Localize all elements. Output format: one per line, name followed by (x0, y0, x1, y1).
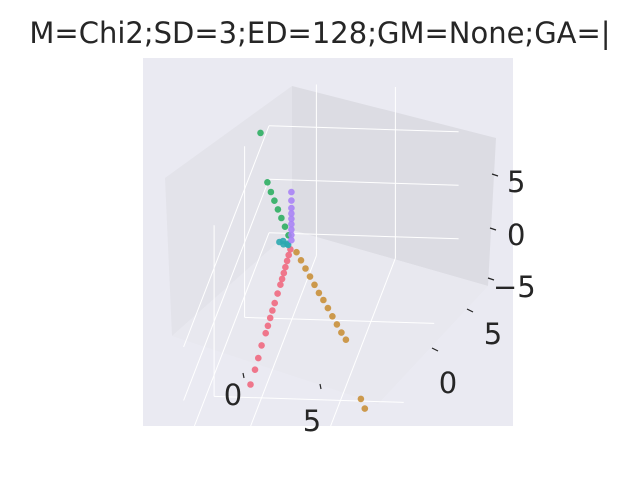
scatter-point (283, 257, 291, 265)
scatter-point (324, 304, 332, 312)
grid-line-z-back (268, 125, 459, 133)
scatter-point (264, 179, 271, 186)
grid-lines (183, 84, 459, 480)
scatter-point (251, 366, 259, 374)
scatter-point (288, 226, 295, 233)
z-tick-mark-neg5 (487, 277, 495, 281)
scatter-point (276, 238, 283, 246)
scatter-point (264, 322, 272, 330)
scatter-point (293, 248, 300, 256)
grid-line-z-back (268, 232, 459, 240)
scatter-points (247, 129, 369, 412)
scatter-point (274, 206, 282, 213)
y-tick-label-5: 5 (484, 317, 502, 351)
z-tick-label-neg5: −5 (493, 270, 536, 304)
grid-line-z-back (268, 178, 459, 186)
y-tick-label-0: 0 (439, 366, 457, 400)
scatter-point (361, 405, 369, 412)
scatter-point (288, 204, 295, 212)
x-tick-mark-0 (242, 372, 245, 379)
scatter-point (297, 257, 305, 264)
back-pane-right (292, 86, 496, 286)
scatter-point (288, 215, 295, 223)
scatter-point (278, 214, 285, 222)
scatter-point (315, 289, 323, 297)
scatter-point (262, 329, 270, 337)
scatter-point (285, 251, 293, 259)
scatter-point (254, 354, 262, 362)
scatter-point (288, 188, 295, 196)
scatter-point (257, 129, 264, 137)
scatter-point (284, 241, 292, 249)
scatter-point (271, 299, 279, 307)
scatter-point (274, 290, 281, 297)
y-tick-mark-0 (431, 347, 439, 352)
scatter-point (277, 281, 284, 289)
scatter-point (282, 263, 289, 271)
scatter-point (311, 281, 318, 289)
z-tick-mark-0 (489, 227, 497, 231)
scatter-point (281, 223, 289, 230)
x-tick-label-0: 0 (224, 378, 242, 412)
scatter-point (357, 395, 365, 403)
scatter-point (302, 265, 309, 272)
z-tick-label-0: 0 (507, 218, 525, 252)
scatter-point (342, 336, 350, 344)
grid-line-y-floor (230, 255, 317, 478)
x-tick-mark-5 (319, 383, 322, 390)
x-tick-label-5: 5 (303, 404, 321, 438)
scatter-point (267, 188, 275, 196)
scatter-point (280, 269, 288, 277)
grid-line-z-left (183, 179, 270, 401)
scatter-point (271, 197, 278, 204)
scatter-point (288, 231, 295, 239)
scatter-point (288, 220, 295, 228)
grid-line-z-left (183, 232, 270, 455)
scatter-point (320, 296, 327, 304)
scatter-point (258, 342, 265, 349)
scatter-point (269, 307, 276, 314)
grid-line-x-floor (244, 316, 435, 324)
grid-line-x-floor (214, 395, 404, 403)
z-tick-mark-5 (491, 173, 499, 177)
scatter-point (329, 313, 336, 320)
chart-title: M=Chi2;SD=3;ED=128;GM=None;GA=| (29, 16, 611, 50)
scatter-point (338, 329, 345, 336)
axis-ticks (242, 173, 499, 390)
scatter-point (288, 197, 295, 204)
tick-labels: 0 5 0 5 5 0 −5 (224, 165, 536, 438)
scatter-point (306, 273, 314, 280)
scatter-point (333, 321, 341, 328)
z-tick-label-5: 5 (507, 165, 525, 199)
scatter-point (266, 314, 274, 322)
grid-line-z-left (183, 125, 270, 348)
scatter-point (278, 275, 286, 283)
scatter-point (247, 381, 254, 388)
y-tick-mark-5 (466, 308, 474, 313)
scatter-point (288, 210, 295, 217)
scatter-point (288, 236, 295, 244)
grid-line-y-floor (309, 258, 396, 480)
